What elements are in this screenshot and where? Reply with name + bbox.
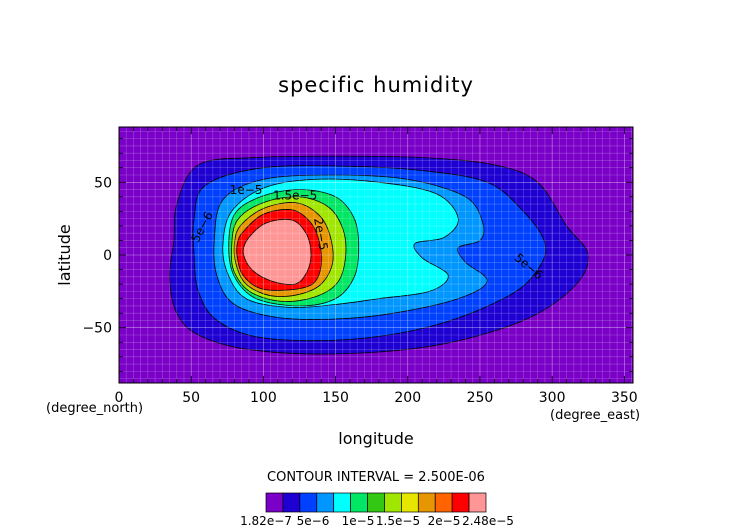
colorbar-swatch <box>316 492 335 513</box>
axis-ticks <box>118 127 633 383</box>
contour-line-4 <box>228 189 360 307</box>
contour-interval-text: CONTOUR INTERVAL = 2.500E-06 <box>267 470 485 485</box>
colorbar-swatch <box>282 492 301 513</box>
x-tick-label: 100 <box>250 390 277 406</box>
colorbar-swatch <box>333 492 351 513</box>
colorbar-swatch <box>367 492 385 513</box>
colorbar-swatch <box>299 492 318 513</box>
y-tick-labels: −50 0 50 <box>82 175 112 336</box>
colorbar <box>265 492 487 513</box>
colorbar-label: 1e−5 <box>342 514 375 528</box>
colorbar-swatch <box>468 492 487 513</box>
y-unit-label: (degree_north) <box>46 401 143 416</box>
colorbar-label: 1.5e−5 <box>376 514 420 528</box>
colorbar-swatch <box>417 492 436 513</box>
contour-line-0 <box>169 155 589 355</box>
contour-line-3 <box>222 178 459 308</box>
contour-label: 1.5e−5 <box>273 189 317 203</box>
x-tick-label: 0 <box>115 390 124 406</box>
colorbar-labels: 1.82e−7 5e−6 1e−5 1.5e−5 2e−5 2.48e−5 <box>240 514 514 528</box>
colorbar-swatch <box>401 492 419 513</box>
y-tick-label: −50 <box>82 321 112 337</box>
colorbar-swatch <box>350 492 368 513</box>
colorbar-label: 1.82e−7 <box>240 514 292 528</box>
y-tick-label: 0 <box>103 248 112 264</box>
y-axis-label: latitude <box>55 224 74 285</box>
colorbar-swatch <box>265 492 284 513</box>
y-tick-label: 50 <box>94 175 112 191</box>
plot-area: 1e−5 1.5e−55e−65e−62e−5 <box>118 126 634 384</box>
contour-label: 2e−5 <box>311 217 330 252</box>
contour-line-6 <box>233 202 334 297</box>
x-tick-labels: 0 50 100 150 200 250 300 350 <box>115 390 638 406</box>
x-axis-label: longitude <box>338 429 413 448</box>
contour-lines <box>169 155 589 355</box>
colorbar-label: 5e−6 <box>297 514 330 528</box>
contour-line-7 <box>236 209 323 291</box>
contour-line-8 <box>242 218 312 285</box>
chart-title: specific humidity <box>278 73 474 97</box>
x-tick-label: 50 <box>182 390 200 406</box>
x-tick-label: 150 <box>322 390 349 406</box>
x-tick-label: 250 <box>467 390 494 406</box>
colorbar-swatch <box>384 492 402 513</box>
contour-line-5 <box>230 196 347 302</box>
contour-label: 1e−5 <box>230 183 263 197</box>
colorbar-label: 2.48e−5 <box>462 514 514 528</box>
contour-line-2 <box>213 174 488 320</box>
colorbar-swatch <box>451 492 470 513</box>
colorbar-swatch <box>434 492 453 513</box>
contour-fill-8 <box>243 219 311 285</box>
x-tick-label: 200 <box>394 390 421 406</box>
contour-line-1 <box>192 165 547 342</box>
colorbar-label: 2e−5 <box>428 514 461 528</box>
x-tick-label: 300 <box>539 390 566 406</box>
x-tick-label: 350 <box>611 390 638 406</box>
x-unit-label: (degree_east) <box>550 408 640 423</box>
grid-lines <box>118 127 633 383</box>
